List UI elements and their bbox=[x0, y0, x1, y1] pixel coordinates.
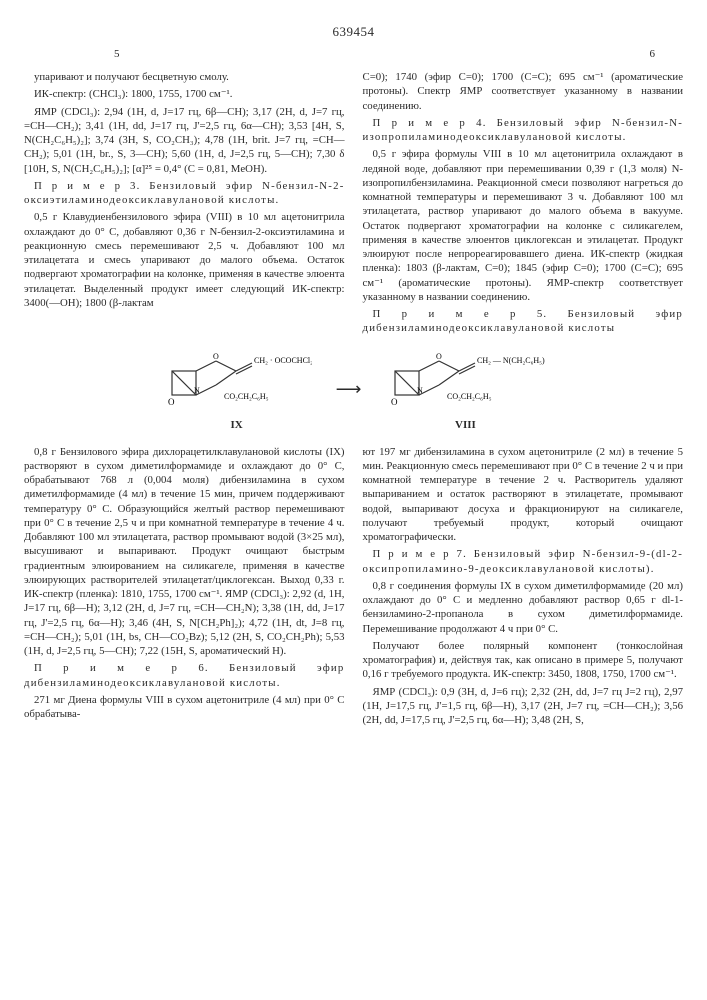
structure-number: VIII bbox=[455, 419, 476, 431]
document-number: 639454 bbox=[24, 24, 683, 40]
para: 0,5 г Клавудиенбензилового эфира (VIII) … bbox=[24, 210, 345, 310]
page-numbers: 5 6 bbox=[114, 48, 655, 60]
example-label: П р и м е р 3. Бензиловый эфир N-бензил-… bbox=[24, 180, 345, 206]
para: ЯМР (CDCl₃): 0,9 (3H, d, J=6 гц); 2,32 (… bbox=[363, 685, 684, 728]
page-num-right: 6 bbox=[650, 48, 656, 60]
para: упаривают и получают бесцветную смолу. bbox=[24, 70, 345, 84]
para: 271 мг Диена формулы VIII в сухом ацетон… bbox=[24, 693, 345, 722]
example-heading: П р и м е р 5. Бензиловый эфир дибензила… bbox=[363, 307, 684, 336]
left-column-lower: 0,8 г Бензилового эфира дихлорацетилклав… bbox=[24, 445, 345, 731]
example-heading: П р и м е р 6. Бензиловый эфир дибензила… bbox=[24, 661, 345, 690]
para: C=0); 1740 (эфир C=0); 1700 (C=C); 695 с… bbox=[363, 70, 684, 113]
formula-text: CH₂ — N(CH₂C₆H₅)₂ bbox=[477, 356, 545, 365]
svg-text:O: O bbox=[168, 397, 175, 407]
para: 0,5 г эфира формулы VIII в 10 мл ацетони… bbox=[363, 147, 684, 304]
svg-text:N: N bbox=[194, 386, 200, 395]
svg-text:O: O bbox=[391, 397, 398, 407]
chemical-structures: O O N CH₂ · OCOCHCl₂ CO₂CH₂C₆H₅ IX ⟶ O O… bbox=[24, 349, 683, 431]
formula-text: CO₂CH₂C₆H₅ bbox=[224, 392, 269, 401]
formula-text: CO₂CH₂C₆H₅ bbox=[447, 392, 492, 401]
svg-text:O: O bbox=[213, 352, 219, 361]
molecule-icon: O O N CH₂ — N(CH₂C₆H₅)₂ CO₂CH₂C₆H₅ bbox=[385, 349, 545, 419]
para: ют 197 мг дибензиламина в сухом ацетонит… bbox=[363, 445, 684, 545]
example-label: П р и м е р 7. Бензиловый эфир N-бензил-… bbox=[363, 548, 684, 574]
left-column: упаривают и получают бесцветную смолу. И… bbox=[24, 70, 345, 339]
molecule-icon: O O N CH₂ · OCOCHCl₂ CO₂CH₂C₆H₅ bbox=[162, 349, 312, 419]
example-heading: П р и м е р 7. Бензиловый эфир N-бензил-… bbox=[363, 547, 684, 576]
para: 0,8 г Бензилового эфира дихлорацетилклав… bbox=[24, 445, 345, 659]
example-label: П р и м е р 6. Бензиловый эфир дибензила… bbox=[24, 662, 345, 688]
svg-text:N: N bbox=[417, 386, 423, 395]
page-num-left: 5 bbox=[114, 48, 120, 60]
text-columns: упаривают и получают бесцветную смолу. И… bbox=[24, 70, 683, 339]
para: ИК-спектр: (CHCl₃): 1800, 1755, 1700 см⁻… bbox=[24, 87, 345, 101]
right-column: C=0); 1740 (эфир C=0); 1700 (C=C); 695 с… bbox=[363, 70, 684, 339]
structure-ix: O O N CH₂ · OCOCHCl₂ CO₂CH₂C₆H₅ IX bbox=[162, 349, 312, 431]
para: ЯМР (CDCl₃): 2,94 (1H, d, J=17 гц, 6β—CH… bbox=[24, 105, 345, 176]
example-label: П р и м е р 5. Бензиловый эфир дибензила… bbox=[363, 308, 684, 334]
example-heading: П р и м е р 3. Бензиловый эфир N-бензил-… bbox=[24, 179, 345, 208]
right-column-lower: ют 197 мг дибензиламина в сухом ацетонит… bbox=[363, 445, 684, 731]
para: 0,8 г соединения формулы IX в сухом диме… bbox=[363, 579, 684, 636]
structure-viii: O O N CH₂ — N(CH₂C₆H₅)₂ CO₂CH₂C₆H₅ VIII bbox=[385, 349, 545, 431]
para: Получают более полярный компонент (тонко… bbox=[363, 639, 684, 682]
svg-text:O: O bbox=[436, 352, 442, 361]
text-columns-lower: 0,8 г Бензилового эфира дихлорацетилклав… bbox=[24, 445, 683, 731]
formula-text: CH₂ · OCOCHCl₂ bbox=[254, 356, 312, 365]
example-label: П р и м е р 4. Бензиловый эфир N-бензил-… bbox=[363, 117, 684, 143]
structure-number: IX bbox=[230, 419, 242, 431]
example-heading: П р и м е р 4. Бензиловый эфир N-бензил-… bbox=[363, 116, 684, 145]
reaction-arrow-icon: ⟶ bbox=[336, 379, 362, 400]
